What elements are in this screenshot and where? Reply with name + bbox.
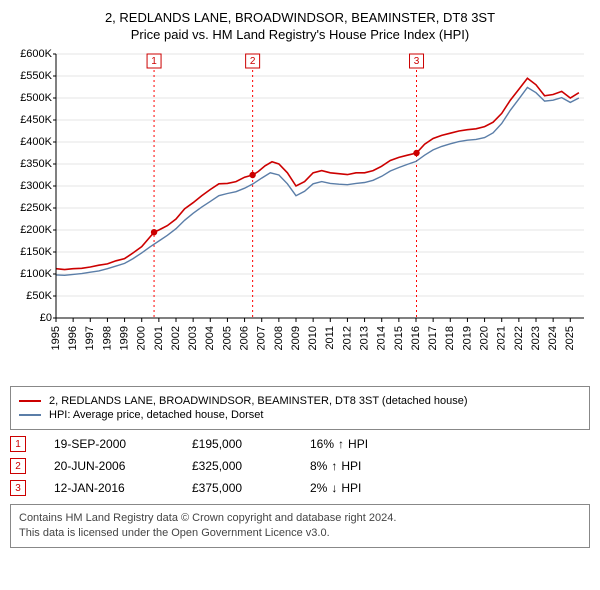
x-tick-label: 2006 <box>238 326 250 350</box>
x-tick-label: 2014 <box>376 326 388 350</box>
attribution-line-1: Contains HM Land Registry data © Crown c… <box>19 511 581 526</box>
y-tick-label: £300K <box>20 180 52 192</box>
x-tick-label: 2017 <box>427 326 439 350</box>
marker-delta-suffix: HPI <box>348 437 368 451</box>
x-tick-label: 2004 <box>204 326 216 350</box>
x-tick-label: 2010 <box>307 326 319 350</box>
y-tick-label: £100K <box>20 268 52 280</box>
x-tick-label: 2001 <box>153 326 165 350</box>
x-tick-label: 2009 <box>290 326 302 350</box>
chart-svg: £0 £50K £100K £150K £200K £250K £300K £350K £400… <box>10 48 590 378</box>
x-tick-label: 2002 <box>170 326 182 350</box>
y-tick-label: £250K <box>20 202 52 214</box>
marker-price: £325,000 <box>192 459 282 473</box>
x-tick-label: 2015 <box>393 326 405 350</box>
x-tick-label: 2025 <box>564 326 576 350</box>
marker-delta-value: 16% <box>310 437 334 451</box>
marker-date: 20-JUN-2006 <box>54 459 164 473</box>
x-tick-label: 2007 <box>256 326 268 350</box>
y-tick-label: £350K <box>20 158 52 170</box>
title-subtitle: Price paid vs. HM Land Registry's House … <box>10 27 590 42</box>
marker-badge: 3 <box>10 480 26 496</box>
x-tick-label: 2003 <box>187 326 199 350</box>
y-tick-label: £550K <box>20 70 52 82</box>
markers-table: 1 19-SEP-2000 £195,000 16% ↑ HPI 2 20-JUN-2006 £… <box>10 436 590 496</box>
titles: 2, REDLANDS LANE, BROADWINDSOR, BEAMINST… <box>10 10 590 42</box>
x-tick-label: 2022 <box>513 326 525 350</box>
x-tick-label: 2005 <box>221 326 233 350</box>
legend-item: 2, REDLANDS LANE, BROADWINDSOR, BEAMINST… <box>19 395 581 407</box>
title-address: 2, REDLANDS LANE, BROADWINDSOR, BEAMINST… <box>10 10 590 25</box>
x-tick-label: 2019 <box>461 326 473 350</box>
x-tick-label: 2023 <box>530 326 542 350</box>
chart: £0 £50K £100K £150K £200K £250K £300K £350K £400… <box>10 48 590 378</box>
x-tick-label: 2008 <box>273 326 285 350</box>
x-tick-label: 2012 <box>341 326 353 350</box>
marker-delta: 8% ↑ HPI <box>310 459 400 473</box>
y-tick-label: £400K <box>20 136 52 148</box>
y-tick-label: £0 <box>40 312 52 324</box>
legend-swatch <box>19 414 41 416</box>
marker-badge-label: 1 <box>151 56 157 67</box>
marker-row: 3 12-JAN-2016 £375,000 2% ↓ HPI <box>10 480 590 496</box>
x-tick-label: 2018 <box>444 326 456 350</box>
x-tick-label: 2021 <box>496 326 508 350</box>
y-tick-label: £50K <box>26 290 52 302</box>
marker-badge-label: 3 <box>414 56 420 67</box>
legend: 2, REDLANDS LANE, BROADWINDSOR, BEAMINST… <box>10 386 590 430</box>
y-tick-label: £500K <box>20 92 52 104</box>
marker-delta: 2% ↓ HPI <box>310 481 400 495</box>
x-tick-label: 2011 <box>324 326 336 350</box>
sale-point <box>249 172 255 178</box>
marker-delta: 16% ↑ HPI <box>310 437 400 451</box>
legend-swatch <box>19 400 41 402</box>
x-tick-label: 1997 <box>84 326 96 350</box>
x-tick-label: 2013 <box>358 326 370 350</box>
x-tick-label: 2024 <box>547 326 559 350</box>
marker-price: £375,000 <box>192 481 282 495</box>
y-tick-label: £200K <box>20 224 52 236</box>
x-tick-label: 2020 <box>478 326 490 350</box>
legend-item: HPI: Average price, detached house, Dors… <box>19 409 581 421</box>
sale-point <box>413 150 419 156</box>
marker-badge: 2 <box>10 458 26 474</box>
arrow-up-icon: ↑ <box>331 459 337 473</box>
marker-delta-value: 2% <box>310 481 327 495</box>
legend-label: 2, REDLANDS LANE, BROADWINDSOR, BEAMINST… <box>49 395 468 407</box>
x-tick-label: 1996 <box>67 326 79 350</box>
marker-delta-suffix: HPI <box>341 459 361 473</box>
x-tick-label: 1995 <box>50 326 62 350</box>
x-tick-label: 1999 <box>118 326 130 350</box>
marker-delta-suffix: HPI <box>341 481 361 495</box>
marker-date: 19-SEP-2000 <box>54 437 164 451</box>
arrow-up-icon: ↑ <box>338 437 344 451</box>
sale-point <box>151 229 157 235</box>
arrow-down-icon: ↓ <box>331 481 337 495</box>
marker-price: £195,000 <box>192 437 282 451</box>
marker-row: 2 20-JUN-2006 £325,000 8% ↑ HPI <box>10 458 590 474</box>
marker-row: 1 19-SEP-2000 £195,000 16% ↑ HPI <box>10 436 590 452</box>
marker-badge-label: 2 <box>250 56 256 67</box>
x-tick-label: 2016 <box>410 326 422 350</box>
marker-badge: 1 <box>10 436 26 452</box>
marker-delta-value: 8% <box>310 459 327 473</box>
y-tick-label: £600K <box>20 48 52 60</box>
marker-date: 12-JAN-2016 <box>54 481 164 495</box>
y-tick-label: £150K <box>20 246 52 258</box>
attribution-line-2: This data is licensed under the Open Gov… <box>19 526 581 541</box>
legend-label: HPI: Average price, detached house, Dors… <box>49 409 263 421</box>
attribution: Contains HM Land Registry data © Crown c… <box>10 504 590 548</box>
x-tick-label: 2000 <box>136 326 148 350</box>
x-tick-label: 1998 <box>101 326 113 350</box>
y-tick-label: £450K <box>20 114 52 126</box>
chart-container: 2, REDLANDS LANE, BROADWINDSOR, BEAMINST… <box>0 0 600 556</box>
